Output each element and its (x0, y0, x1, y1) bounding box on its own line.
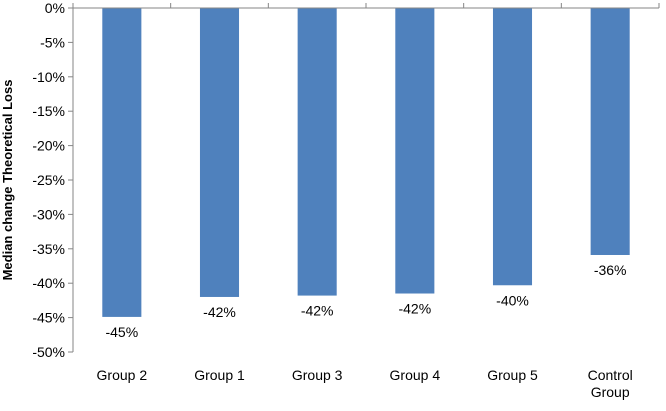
y-tick-label: -10% (32, 69, 65, 85)
bar (199, 8, 240, 297)
bar (492, 8, 533, 286)
y-tick-label: -15% (32, 103, 65, 119)
data-label: -40% (496, 292, 529, 308)
data-label: -45% (105, 324, 138, 340)
y-tick-label: -30% (32, 206, 65, 222)
data-label: -42% (203, 304, 236, 320)
y-tick-label: -40% (32, 275, 65, 291)
y-tick-label: -25% (32, 172, 65, 188)
bar (102, 8, 142, 317)
data-label: -42% (301, 303, 334, 319)
y-tick-label: -5% (40, 34, 65, 50)
y-tick-label: -20% (32, 138, 65, 154)
y-tick-label: -35% (32, 241, 65, 257)
y-tick-label: -50% (32, 344, 65, 360)
y-tick-label: 0% (45, 0, 65, 16)
data-label: -36% (594, 262, 627, 278)
y-tick-label: -45% (32, 310, 65, 326)
x-category-label: Group 5 (487, 367, 538, 383)
bar (395, 8, 435, 294)
bar (590, 8, 630, 255)
y-axis-title: Median change Theoretical Loss (0, 80, 15, 281)
data-label: -42% (398, 301, 431, 317)
x-category-label: Group 1 (194, 367, 245, 383)
x-category-label: Group 4 (390, 367, 441, 383)
bar (297, 8, 337, 296)
x-category-label: Control Group (588, 367, 633, 400)
x-category-label: Group 3 (292, 367, 343, 383)
x-category-label: Group 2 (97, 367, 148, 383)
